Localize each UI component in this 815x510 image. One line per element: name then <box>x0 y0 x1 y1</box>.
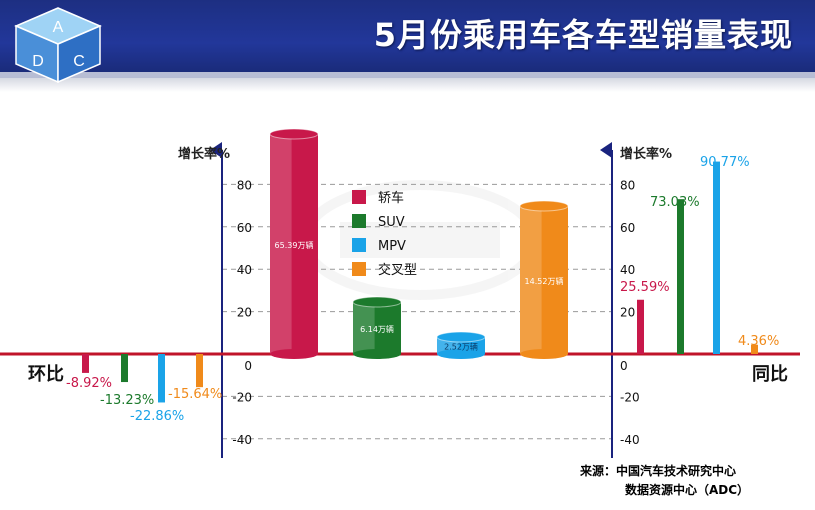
mom-value-label: -13.23% <box>100 393 154 408</box>
legend-swatch <box>352 238 366 252</box>
left-tick-label: -20 <box>232 390 252 404</box>
legend-label: 交叉型 <box>378 262 417 278</box>
mom-value-label: -8.92% <box>66 376 112 391</box>
right-tick-label: 0 <box>620 359 628 373</box>
cylinder-value-label: 2.52万辆 <box>444 342 478 352</box>
cylinder-highlight <box>520 206 542 354</box>
page-title: 5月份乘用车各车型销量表现 <box>373 16 793 54</box>
cylinder-body <box>353 302 401 354</box>
yoy-value-label: 73.03% <box>650 195 700 210</box>
mom-bar <box>158 354 165 403</box>
yoy-bar <box>677 199 684 354</box>
volume-cylinder: 14.52万辆 <box>519 200 569 359</box>
right-tick-label: 60 <box>620 221 635 235</box>
legend-label: SUV <box>378 215 405 230</box>
right-tick-label: -20 <box>620 390 640 404</box>
left-tick-label: -40 <box>232 433 252 447</box>
left-tick-label: 0 <box>244 359 252 373</box>
legend-label: 轿车 <box>378 190 404 206</box>
yoy-bar <box>713 161 720 354</box>
mom-bar <box>196 354 203 388</box>
left-tick-label: 40 <box>237 263 252 277</box>
volume-cylinder: 2.52万辆 <box>436 331 486 359</box>
header-stripe <box>0 72 815 78</box>
cylinder-top <box>269 128 319 140</box>
left-tick-label: 80 <box>237 178 252 192</box>
adc-logo-icon: A D C <box>14 7 102 84</box>
volume-cylinder: 6.14万辆 <box>352 296 402 359</box>
cylinder-top <box>436 331 486 343</box>
right-tick-label: -40 <box>620 433 640 447</box>
logo-letter-a: A <box>53 19 64 36</box>
cylinder-top <box>519 200 569 212</box>
source-note: 来源：中国汽车技术研究中心 数据资源中心（ADC） <box>580 462 749 500</box>
volume-cylinder: 65.39万辆 <box>269 128 319 359</box>
legend-swatch <box>352 190 366 204</box>
cylinder-value-label: 65.39万辆 <box>275 240 314 250</box>
mom-value-label: -22.86% <box>130 409 184 424</box>
mom-bar <box>121 354 128 383</box>
logo-letter-c: C <box>73 53 85 70</box>
header-shadow <box>0 78 815 92</box>
cylinder-value-label: 6.14万辆 <box>360 324 394 334</box>
right-tick-label: 40 <box>620 263 635 277</box>
source-line-1: 来源：中国汽车技术研究中心 <box>580 464 737 478</box>
legend-swatch <box>352 262 366 276</box>
left-axis-title: 增长率% <box>178 146 230 162</box>
cylinder-bottom <box>437 349 485 359</box>
source-line-2: 数据资源中心（ADC） <box>625 483 750 497</box>
right-tick-label: 20 <box>620 306 635 320</box>
cylinder-highlight <box>353 302 375 354</box>
cylinder-bottom <box>270 349 318 359</box>
cylinder-bottom <box>520 349 568 359</box>
yoy-bar <box>751 344 758 354</box>
yoy-value-label: 4.36% <box>738 334 779 349</box>
header-bar <box>0 0 815 72</box>
mom-value-label: -15.64% <box>168 387 222 402</box>
cylinder-value-label: 14.52万辆 <box>525 276 564 286</box>
right-tick-label: 80 <box>620 178 635 192</box>
left-tick-label: 20 <box>237 306 252 320</box>
mom-group-label: 环比 <box>28 364 64 385</box>
logo-letter-d: D <box>32 53 44 70</box>
mom-bar <box>82 354 89 373</box>
left-tick-label: 60 <box>237 221 252 235</box>
cylinder-bottom <box>353 349 401 359</box>
watermark-logo <box>300 180 540 300</box>
cylinder-body <box>270 134 318 354</box>
yoy-bar <box>637 299 644 354</box>
yoy-value-label: 25.59% <box>620 280 670 295</box>
cylinder-highlight <box>270 134 292 354</box>
legend-swatch <box>352 214 366 228</box>
yoy-value-label: 90.77% <box>700 155 750 170</box>
yoy-group-label: 同比 <box>752 364 788 385</box>
legend-label: MPV <box>378 239 406 254</box>
cylinder-body <box>520 206 568 354</box>
cylinder-top <box>352 296 402 308</box>
right-axis-title: 增长率% <box>620 146 672 162</box>
